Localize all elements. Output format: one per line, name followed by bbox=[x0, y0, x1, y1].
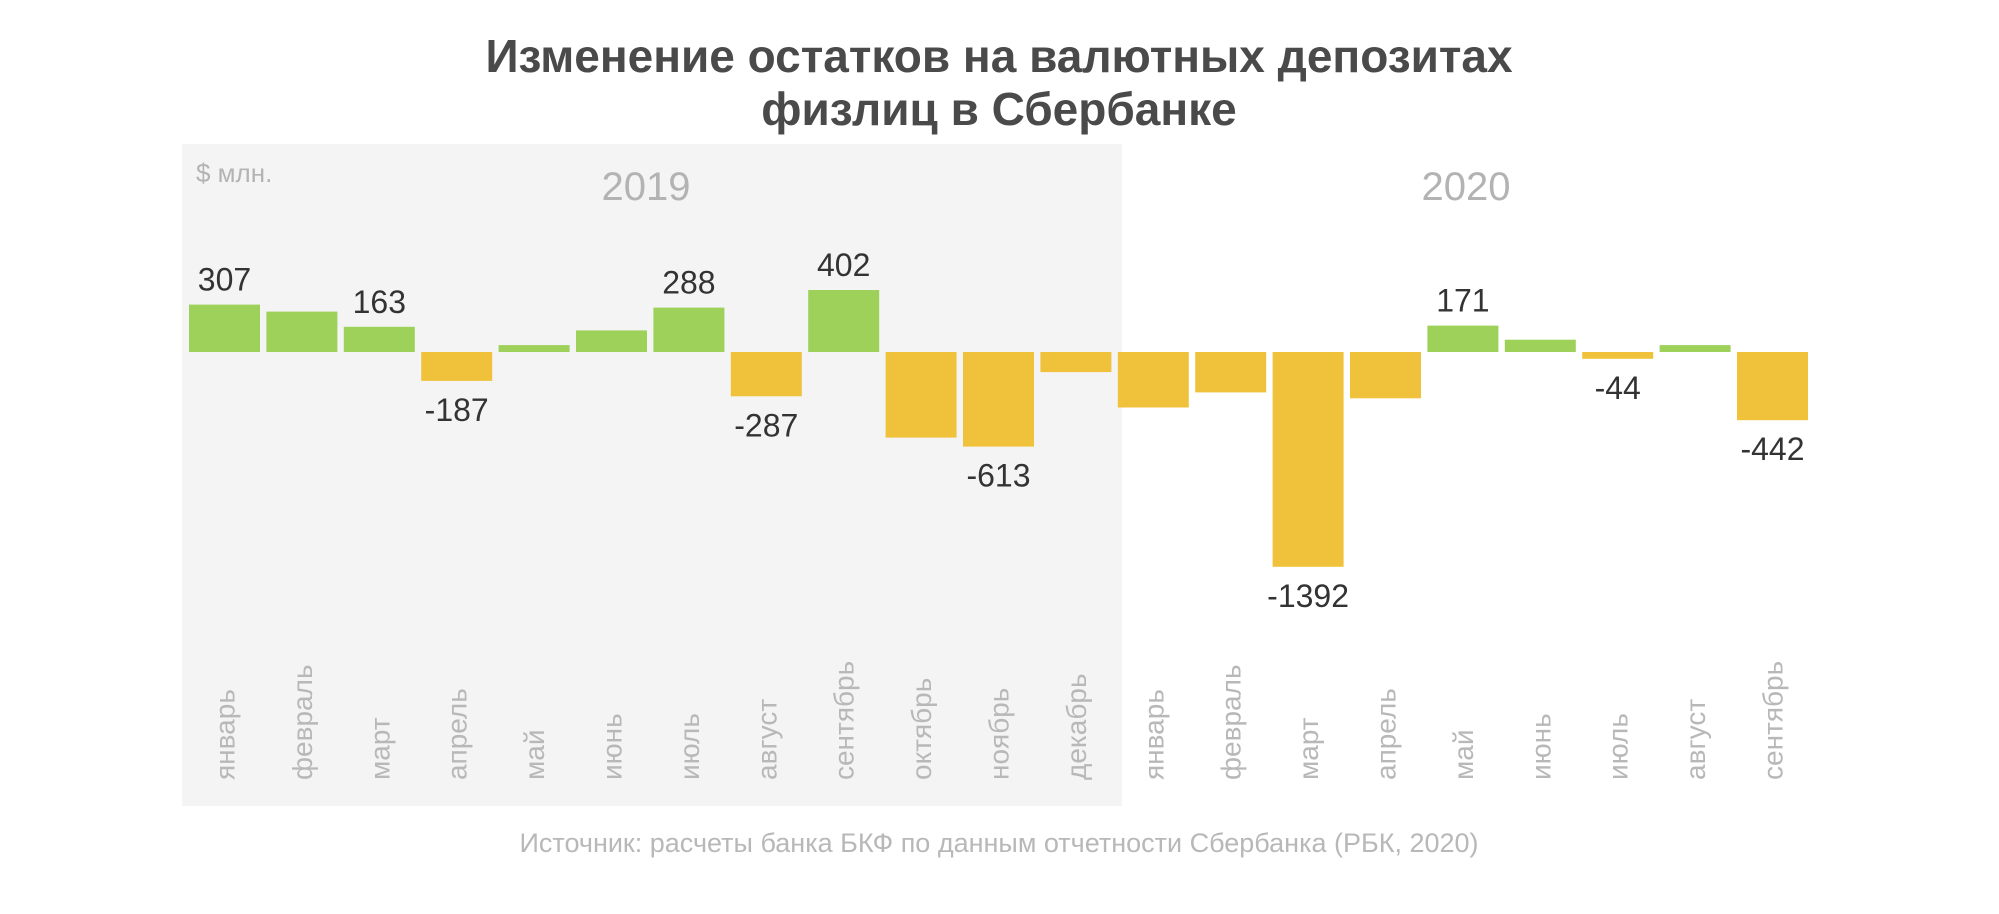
bar-2020-август bbox=[1659, 345, 1731, 352]
value-label-2019-август: -287 bbox=[734, 407, 798, 443]
bar-2019-июнь bbox=[576, 330, 647, 352]
month-label-2019-сентябрь: сентябрь bbox=[829, 661, 860, 780]
month-label-2020-январь: январь bbox=[1138, 689, 1169, 780]
month-label-2019-июнь: июнь bbox=[597, 713, 628, 780]
month-label-2020-февраль: февраль bbox=[1216, 664, 1247, 780]
bar-2020-май bbox=[1427, 325, 1499, 352]
source-note: Источник: расчеты банка БКФ по данным от… bbox=[519, 828, 1478, 858]
bar-2019-апрель bbox=[421, 352, 493, 381]
month-label-2019-ноябрь: ноябрь bbox=[984, 688, 1015, 780]
bar-2020-январь bbox=[1117, 352, 1189, 408]
bar-2019-июль bbox=[653, 307, 725, 352]
month-label-2019-июль: июль bbox=[674, 713, 705, 780]
year-label-2019: 2019 bbox=[602, 165, 691, 209]
value-label-2019-сентябрь: 402 bbox=[817, 247, 870, 283]
unit-label: $ млн. bbox=[196, 158, 272, 188]
value-label-2019-апрель: -187 bbox=[425, 392, 489, 428]
month-label-2019-май: май bbox=[519, 730, 550, 780]
month-label-2020-апрель: апрель bbox=[1371, 688, 1402, 780]
month-label-2019-март: март bbox=[364, 717, 395, 780]
bar-2019-февраль bbox=[266, 311, 338, 352]
month-label-2020-март: март bbox=[1293, 717, 1324, 780]
value-labels-group: 307 163 -187 288 -287 402 -613 -1392 171 -44 -442 bbox=[198, 247, 1805, 614]
month-label-2019-август: август bbox=[751, 699, 782, 780]
bar-2019-январь bbox=[189, 304, 260, 352]
month-label-2019-февраль: февраль bbox=[287, 664, 318, 780]
month-label-2020-август: август bbox=[1680, 699, 1711, 780]
bar-2019-май bbox=[498, 345, 570, 352]
month-label-2019-январь: январь bbox=[210, 689, 241, 780]
value-label-2020-июль: -44 bbox=[1595, 370, 1641, 406]
bar-2019-август bbox=[730, 352, 802, 397]
month-label-2020-июнь: июнь bbox=[1525, 713, 1556, 780]
bar-2020-февраль bbox=[1195, 352, 1267, 393]
value-label-2020-сентябрь: -442 bbox=[1740, 431, 1804, 467]
chart-title-line1: Изменение остатков на валютных депозитах bbox=[485, 30, 1513, 82]
bar-2019-сентябрь bbox=[808, 290, 880, 352]
year-2019-band bbox=[182, 144, 1122, 806]
bar-2019-октябрь bbox=[885, 352, 957, 438]
value-label-2020-март: -1392 bbox=[1267, 578, 1349, 614]
month-label-2019-декабрь: декабрь bbox=[1061, 673, 1092, 780]
value-label-2019-июль: 288 bbox=[662, 265, 715, 301]
bar-2019-март bbox=[343, 326, 415, 352]
chart-title-line2: физлиц в Сбербанке bbox=[761, 83, 1237, 135]
month-label-2020-сентябрь: сентябрь bbox=[1758, 661, 1789, 780]
month-label-2019-октябрь: октябрь bbox=[906, 678, 937, 780]
bar-2020-март bbox=[1272, 352, 1344, 567]
bar-2020-июнь bbox=[1504, 339, 1576, 352]
year-label-2020: 2020 bbox=[1422, 165, 1511, 209]
bar-2020-сентябрь bbox=[1737, 352, 1808, 421]
bar-2019-декабрь bbox=[1040, 352, 1112, 373]
value-label-2019-март: 163 bbox=[353, 284, 406, 320]
bars-group bbox=[189, 290, 1808, 567]
value-label-2019-ноябрь: -613 bbox=[966, 458, 1030, 494]
month-label-2020-май: май bbox=[1448, 730, 1479, 780]
month-label-2020-июль: июль bbox=[1603, 713, 1634, 780]
month-labels-group: январь февраль март апрель май июнь июль август… bbox=[210, 661, 1789, 780]
month-label-2019-апрель: апрель bbox=[442, 688, 473, 780]
bar-2019-ноябрь bbox=[963, 352, 1034, 447]
value-label-2020-май: 171 bbox=[1436, 283, 1489, 319]
value-label-2019-январь: 307 bbox=[198, 262, 251, 298]
bar-2020-апрель bbox=[1350, 352, 1421, 399]
bar-2020-июль bbox=[1582, 352, 1654, 359]
